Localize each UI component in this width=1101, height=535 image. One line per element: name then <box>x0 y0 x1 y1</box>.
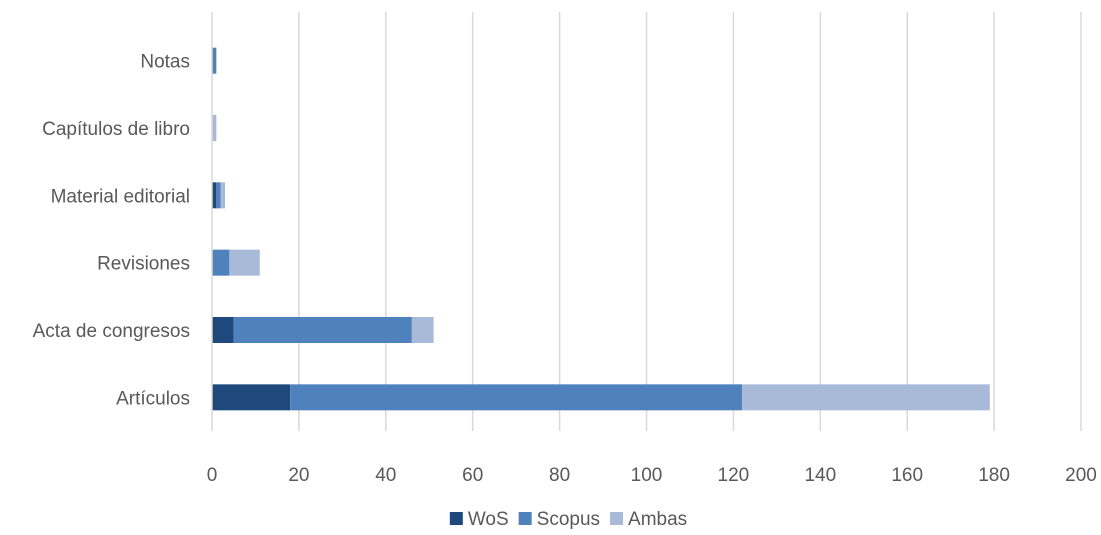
category-labels: Notas Capítulos de libro Material editoria… <box>33 52 190 410</box>
category-label: Artículos <box>116 388 190 409</box>
category-label: Capítulos de libro <box>42 119 190 140</box>
bar-scopus <box>233 317 412 343</box>
x-tick-label: 80 <box>549 465 570 486</box>
bar-wos <box>212 182 217 209</box>
legend-swatch <box>449 512 463 525</box>
bar-wos <box>212 384 291 411</box>
x-tick-label: 60 <box>462 465 483 486</box>
legend: WoS Scopus Ambas <box>449 509 687 530</box>
x-tick-label: 160 <box>891 465 923 486</box>
bar-wos <box>212 317 234 343</box>
legend-label: WoS <box>468 509 509 530</box>
x-tick-label: 40 <box>375 465 396 486</box>
bars <box>212 47 990 411</box>
legend-item: WoS <box>449 509 509 530</box>
legend-item: Ambas <box>610 509 687 530</box>
x-tick-label: 0 <box>207 465 218 486</box>
x-tick-label: 200 <box>1065 465 1097 486</box>
legend-swatch <box>518 512 532 525</box>
bar-ambas <box>220 182 226 209</box>
bar-ambas <box>212 115 217 141</box>
x-tick-label: 20 <box>288 465 309 486</box>
category-label: Revisiones <box>97 254 190 275</box>
bar-scopus <box>290 384 743 411</box>
category-label: Material editorial <box>51 186 190 207</box>
x-tick-label: 180 <box>978 465 1010 486</box>
x-tick-label: 100 <box>631 465 663 486</box>
x-tick-label: 120 <box>718 465 750 486</box>
legend-label: Scopus <box>537 509 600 530</box>
bar-scopus <box>212 47 217 74</box>
legend-item: Scopus <box>518 509 600 530</box>
bar-scopus <box>212 249 230 276</box>
bar-ambas <box>742 384 990 411</box>
legend-swatch <box>610 512 624 525</box>
legend-label: Ambas <box>628 509 687 530</box>
bar-ambas <box>411 317 434 343</box>
category-label: Notas <box>140 52 190 73</box>
tick-labels: 0 20 40 60 80 100 120 140 160 180 200 <box>207 465 1097 486</box>
bar-ambas <box>229 249 260 276</box>
gridlines <box>298 12 1082 431</box>
category-label: Acta de congresos <box>33 321 190 342</box>
bar-scopus <box>216 182 221 209</box>
x-tick-label: 140 <box>804 465 836 486</box>
